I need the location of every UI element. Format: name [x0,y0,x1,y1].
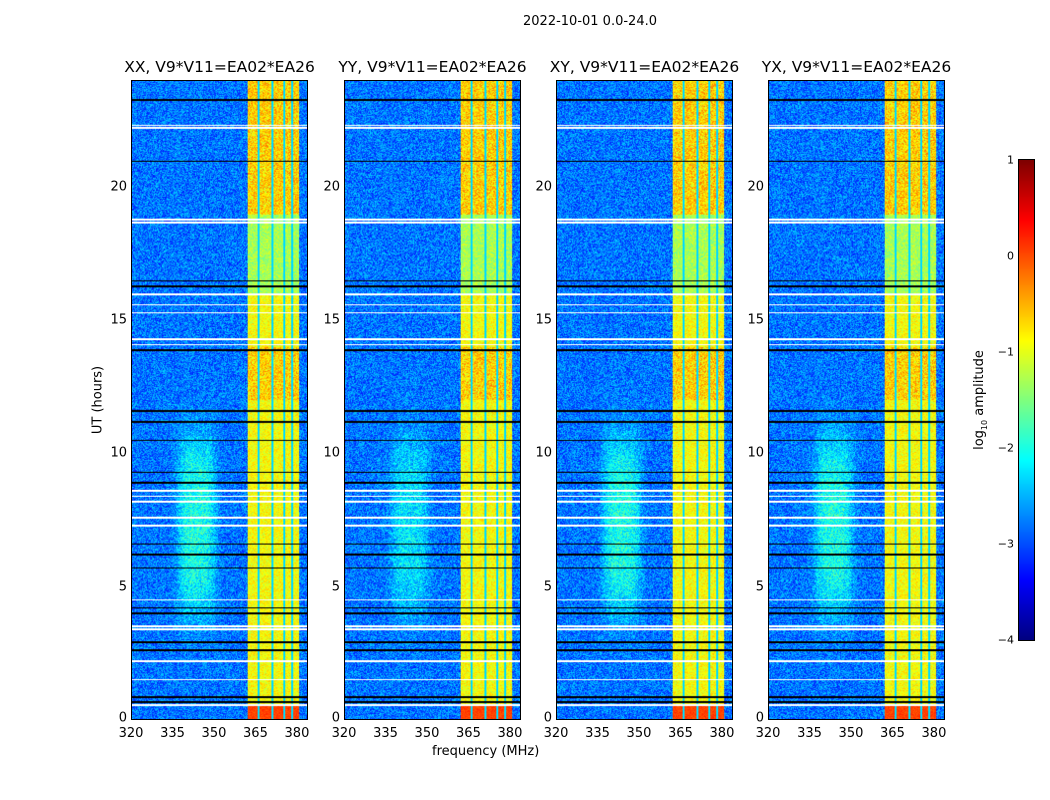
y-tick-label: 5 [118,579,127,595]
panel-title: XY, V9*V11=EA02*EA26 [549,58,740,76]
colorbar-tick-label: −4 [997,633,1014,647]
panel-title: YY, V9*V11=EA02*EA26 [338,58,527,76]
y-tick-label: 10 [323,445,340,461]
y-tick-label: 0 [755,710,764,726]
y-tick-label: 0 [543,710,552,726]
y-tick-label: 15 [323,312,340,328]
colorbar-label: log10 amplitude [972,350,992,450]
x-tick-label: 335 [373,726,398,741]
panel-title: YX, V9*V11=EA02*EA26 [761,58,952,76]
colorbar-label-tail: amplitude [972,350,988,420]
y-axis-label: UT (hours) [90,365,106,435]
colorbar-tick-label: −2 [997,441,1014,455]
heatmap-image [769,81,944,719]
x-tick-label: 335 [797,726,822,741]
colorbar-tick-label: 1 [1007,153,1014,167]
colorbar-label-log: log [972,430,988,450]
y-tick-label: 20 [747,179,764,195]
heatmap-image [345,81,520,719]
y-tick-label: 20 [323,179,340,195]
heatmap-panel [344,80,521,720]
x-tick-label: 320 [543,726,569,741]
x-tick-label: 320 [331,726,357,741]
colorbar-tick-label: −1 [997,345,1014,359]
x-tick-label: 380 [497,726,523,741]
heatmap-panel [556,80,733,720]
y-tick-label: 5 [755,579,764,595]
heatmap-image [132,81,307,719]
heatmap-panel [768,80,945,720]
heatmap-panel [131,80,308,720]
y-tick-label: 20 [110,179,127,195]
x-tick-label: 350 [201,726,227,741]
colorbar-tick-label: −3 [997,537,1014,551]
y-tick-label: 0 [118,710,127,726]
x-tick-label: 365 [456,726,481,741]
y-tick-label: 5 [331,579,340,595]
heatmap-image [557,81,732,719]
x-tick-label: 380 [921,726,947,741]
x-tick-label: 350 [414,726,440,741]
x-tick-label: 335 [160,726,185,741]
y-tick-label: 20 [535,179,552,195]
x-tick-label: 365 [243,726,268,741]
x-axis-label: frequency (MHz) [432,744,540,759]
y-tick-label: 10 [110,445,127,461]
y-tick-label: 15 [110,312,127,328]
colorbar [1018,159,1035,641]
x-tick-label: 350 [838,726,864,741]
y-tick-label: 0 [331,710,340,726]
panel-title: XX, V9*V11=EA02*EA26 [124,58,315,76]
colorbar-label-sub: 10 [979,419,989,431]
figure-title: 2022-10-01 0.0-24.0 [523,14,657,29]
y-tick-label: 15 [747,312,764,328]
colorbar-tick-label: 0 [1007,249,1014,263]
x-tick-label: 335 [585,726,610,741]
x-tick-label: 380 [709,726,735,741]
x-tick-label: 320 [755,726,781,741]
x-tick-label: 365 [668,726,693,741]
x-tick-label: 365 [880,726,905,741]
y-tick-label: 5 [543,579,552,595]
y-tick-label: 15 [535,312,552,328]
x-tick-label: 350 [626,726,652,741]
y-tick-label: 10 [535,445,552,461]
y-tick-label: 10 [747,445,764,461]
x-tick-label: 320 [118,726,144,741]
x-tick-label: 380 [284,726,310,741]
colorbar-gradient [1019,160,1034,640]
